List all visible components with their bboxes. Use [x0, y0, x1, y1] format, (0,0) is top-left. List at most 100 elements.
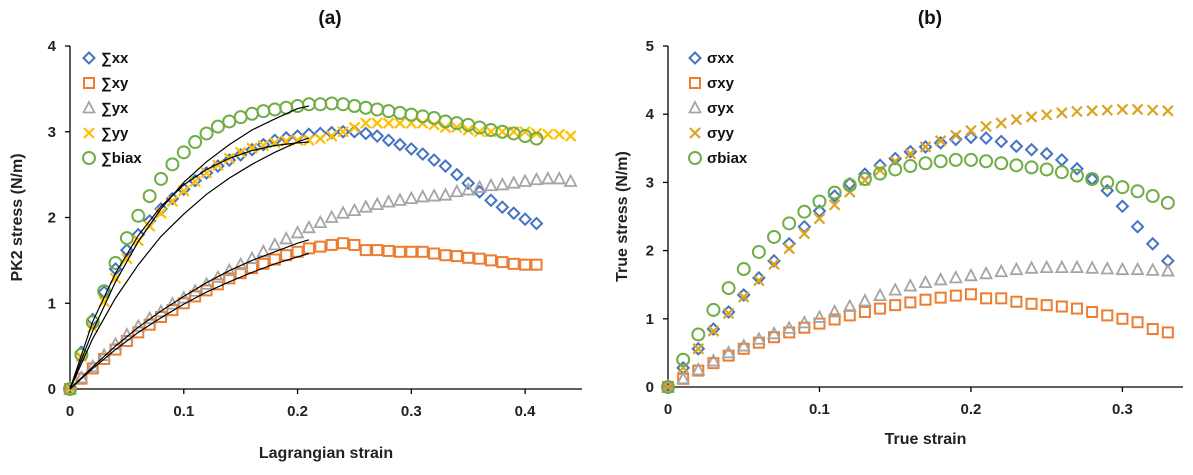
data-point [1069, 168, 1084, 183]
x-axis-title: True strain [885, 431, 967, 448]
data-point [1115, 180, 1130, 195]
data-point [245, 142, 259, 157]
data-point [165, 296, 180, 310]
data-point [706, 353, 721, 367]
data-point [358, 199, 373, 213]
data-point [302, 242, 315, 255]
data-point [336, 124, 350, 139]
data-point [222, 153, 237, 167]
data-point [1161, 326, 1174, 339]
legend-marker [82, 151, 96, 165]
data-point [1055, 300, 1068, 313]
data-point [1085, 171, 1100, 186]
data-point [85, 315, 100, 330]
fit-curve [69, 137, 310, 390]
data-point [199, 276, 214, 290]
y-tick-label: 3 [48, 124, 56, 141]
data-point [451, 121, 463, 134]
data-point [324, 96, 339, 111]
data-point [1025, 111, 1038, 123]
legend-label: σyy [707, 125, 735, 142]
data-point [337, 125, 349, 138]
data-point [1145, 236, 1160, 251]
fit-curve [69, 239, 310, 390]
data-point [563, 173, 578, 187]
legend: σxx σxy σyx σyy σbiax [688, 50, 748, 167]
data-point [439, 249, 452, 262]
series-biax [661, 152, 1175, 394]
data-point [782, 320, 797, 334]
data-point [506, 175, 521, 189]
data-point [324, 125, 339, 140]
data-point [1071, 105, 1083, 118]
data-point [210, 119, 225, 134]
data-point [1101, 104, 1114, 116]
data-point [1130, 261, 1145, 276]
y-tick-label: 4 [48, 38, 57, 55]
data-point [166, 304, 179, 317]
data-point [706, 322, 721, 336]
data-point [564, 130, 577, 142]
data-point [119, 231, 134, 246]
data-point [415, 109, 430, 124]
data-point [506, 206, 521, 221]
data-point [662, 381, 674, 393]
data-point [449, 183, 464, 198]
data-point [828, 199, 841, 211]
y-tick-label: 1 [48, 295, 56, 312]
data-point [348, 121, 361, 134]
data-point [483, 123, 498, 138]
data-point [348, 238, 361, 251]
legend-marker [688, 51, 702, 65]
data-point [268, 253, 281, 266]
x-tick-label: 0.3 [401, 403, 422, 420]
x-tick-label: 0.1 [809, 401, 830, 418]
y-tick-label: 2 [646, 243, 654, 260]
legend-label: σxx [707, 50, 735, 67]
data-point [1162, 105, 1174, 117]
data-point [1145, 189, 1160, 204]
data-point [473, 252, 486, 265]
data-point [427, 111, 442, 126]
data-point [393, 137, 407, 152]
data-point [529, 216, 544, 231]
data-point [416, 245, 429, 258]
data-point [918, 140, 933, 154]
data-point [933, 271, 948, 286]
x-tick-label: 0 [664, 401, 672, 418]
data-point [828, 313, 841, 326]
data-point [438, 187, 453, 201]
data-point [461, 182, 476, 196]
legend-label: ∑yy [101, 125, 129, 142]
y-tick-label: 0 [646, 379, 654, 396]
data-point [347, 99, 362, 114]
data-point [1131, 316, 1144, 329]
data-point [1115, 261, 1130, 276]
data-point [166, 195, 179, 207]
series-biax [63, 96, 544, 396]
data-point [1024, 160, 1039, 175]
data-point [176, 290, 191, 304]
data-point [371, 244, 384, 257]
data-point [691, 341, 706, 356]
series-xy [662, 288, 1174, 393]
data-point [381, 104, 396, 119]
data-point [1056, 107, 1068, 119]
data-point [529, 171, 544, 186]
data-point [889, 299, 902, 312]
data-point [358, 100, 373, 115]
data-point [301, 219, 316, 234]
data-point [1054, 165, 1069, 180]
data-point [63, 382, 77, 396]
data-point [267, 237, 282, 251]
data-point [200, 167, 213, 179]
data-point [142, 189, 157, 204]
data-point [1009, 261, 1024, 276]
data-point [1146, 104, 1159, 116]
data-point [381, 133, 396, 148]
legend-marker [688, 100, 702, 114]
data-point [722, 307, 735, 320]
data-point [903, 278, 918, 292]
data-point [813, 317, 826, 330]
x-tick-label: 0.4 [515, 403, 537, 420]
